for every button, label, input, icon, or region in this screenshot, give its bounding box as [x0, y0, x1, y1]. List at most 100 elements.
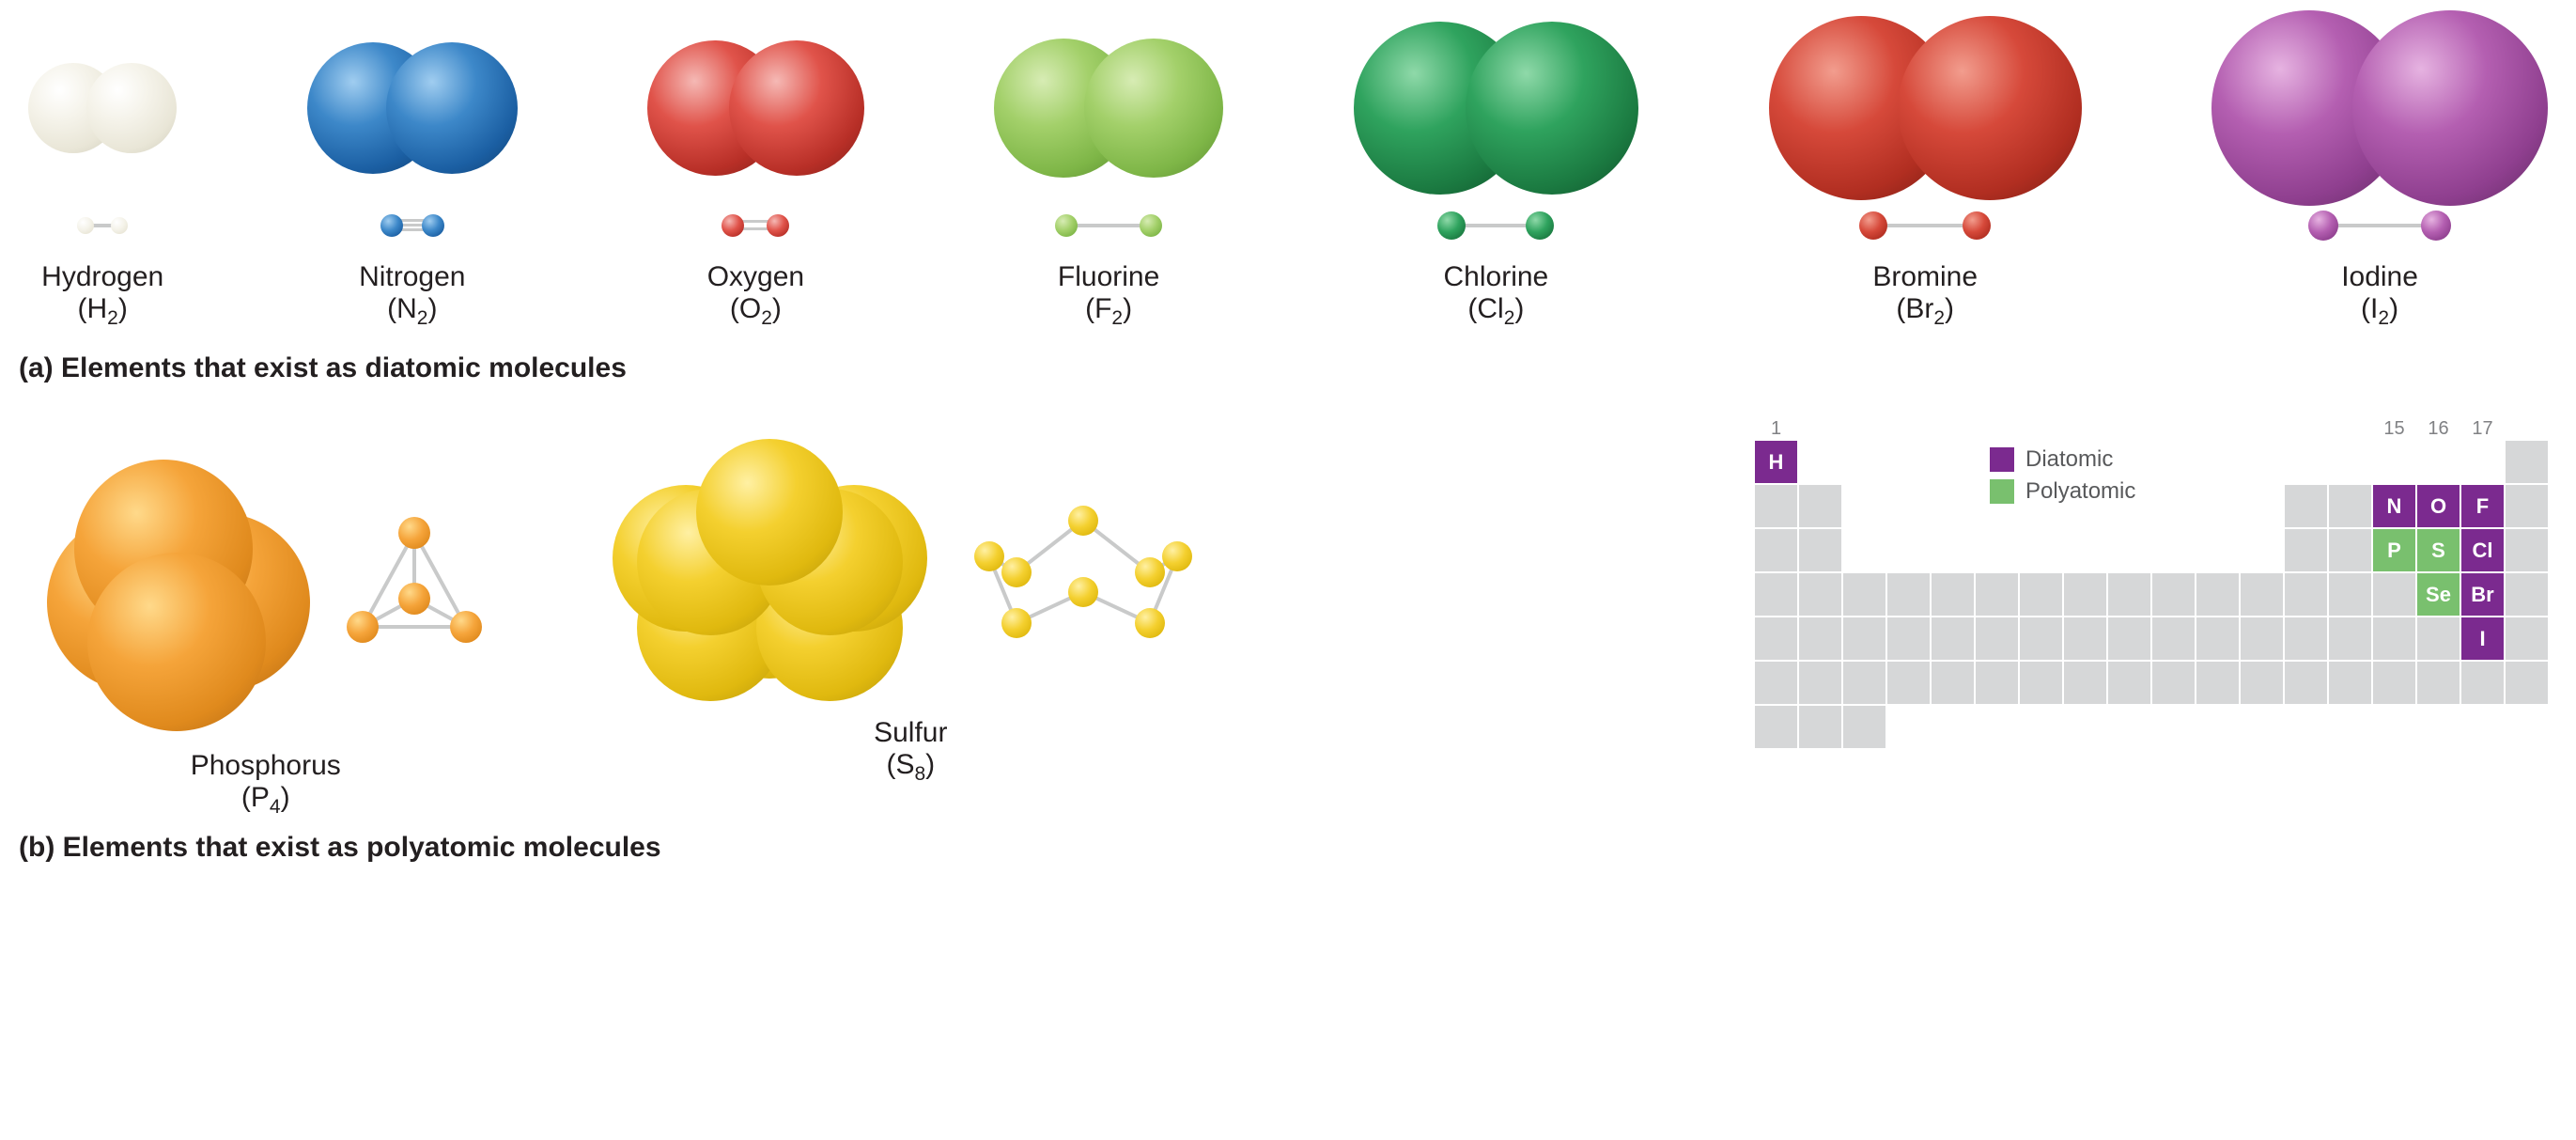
polyatomic-row: Phosphorus(P4) Sulfur(S8): [19, 384, 1205, 819]
pt-empty: [2285, 441, 2327, 483]
pt-empty: [1932, 529, 1974, 571]
pt-cell: [1755, 485, 1797, 527]
pt-cell: [2241, 573, 2283, 616]
element-name: Bromine: [1872, 261, 1978, 293]
pt-cell-p: P: [2373, 529, 2415, 571]
molecule-i: Iodine(I2): [2211, 19, 2548, 330]
ballstick-n: [380, 214, 444, 237]
ballstick-br: [1859, 211, 1991, 240]
spacefill-p4: [47, 460, 306, 727]
pt-empty: [1843, 529, 1885, 571]
diatomic-row: Hydrogen(H2)Nitrogen(N2)Oxygen(O2)Fluori…: [19, 19, 2557, 339]
pt-empty: [1887, 706, 1930, 748]
pt-cell: [1843, 617, 1885, 660]
spacefill-n: [307, 42, 518, 174]
swatch-polyatomic: [1990, 479, 2014, 504]
pt-cell: [2152, 573, 2195, 616]
element-name: Fluorine: [1058, 261, 1159, 293]
pt-col-num-16: 16: [2417, 418, 2460, 440]
pt-cell: [2373, 617, 2415, 660]
pt-empty: [2329, 706, 2371, 748]
pt-cell: [1755, 573, 1797, 616]
legend-diatomic-label: Diatomic: [2025, 446, 2113, 473]
legend-polyatomic-label: Polyatomic: [2025, 478, 2135, 505]
pt-cell: [2108, 617, 2150, 660]
pt-cell: [1976, 662, 2018, 704]
pt-cell: [2506, 573, 2548, 616]
pt-cell: [2285, 529, 2327, 571]
ballstick-i: [2308, 211, 2451, 241]
element-formula: (P4): [191, 782, 341, 819]
pt-cell: [1887, 617, 1930, 660]
pt-cell-s: S: [2417, 529, 2460, 571]
pt-empty: [2196, 441, 2239, 483]
pt-empty: [2417, 706, 2460, 748]
pt-cell-se: Se: [2417, 573, 2460, 616]
pt-empty: [1932, 706, 1974, 748]
pt-cell-br: Br: [2461, 573, 2504, 616]
pt-cell: [2506, 617, 2548, 660]
legend-diatomic: Diatomic: [1990, 446, 2135, 473]
molecule-o: Oxygen(O2): [647, 19, 863, 330]
pt-empty: [1976, 706, 2018, 748]
pt-cell: [2373, 573, 2415, 616]
pt-cell: [2417, 617, 2460, 660]
pt-cell: [2329, 485, 2371, 527]
pt-cell: [2064, 573, 2106, 616]
pt-empty: [2196, 529, 2239, 571]
pt-empty: [2020, 529, 2062, 571]
pt-cell-f: F: [2461, 485, 2504, 527]
pt-empty: [1799, 441, 1841, 483]
pt-empty: [2064, 706, 2106, 748]
element-name: Oxygen: [707, 261, 804, 293]
element-name: Iodine: [2341, 261, 2418, 293]
pt-col-num-1: 1: [1755, 418, 1797, 440]
pt-empty: [2461, 706, 2504, 748]
pt-cell: [2064, 617, 2106, 660]
pt-empty: [1843, 441, 1885, 483]
molecule-n: Nitrogen(N2): [307, 19, 518, 330]
element-formula: (Cl2): [1444, 293, 1549, 330]
pt-cell: [2329, 573, 2371, 616]
pt-empty: [2108, 706, 2150, 748]
pt-cell: [2329, 662, 2371, 704]
molecule-br: Bromine(Br2): [1769, 19, 2082, 330]
pt-empty: [2152, 485, 2195, 527]
pt-cell: [2417, 662, 2460, 704]
pt-empty: [2241, 441, 2283, 483]
element-name: Chlorine: [1444, 261, 1549, 293]
pt-cell: [2329, 529, 2371, 571]
pt-cell-o: O: [2417, 485, 2460, 527]
pt-cell: [1755, 529, 1797, 571]
pt-cell: [2285, 485, 2327, 527]
pt-empty: [2373, 441, 2415, 483]
spacefill-i: [2211, 10, 2548, 206]
pt-cell: [1755, 662, 1797, 704]
pt-empty: [2152, 529, 2195, 571]
ballstick-o: [722, 214, 789, 237]
periodic-table: 1151617 Diatomic Polyatomic HNOFPSClSeBr…: [1755, 441, 2548, 748]
pt-cell: [2152, 617, 2195, 660]
pt-cell-cl: Cl: [2461, 529, 2504, 571]
pt-cell: [2506, 485, 2548, 527]
element-name: Sulfur: [874, 717, 947, 749]
pt-cell: [1799, 485, 1841, 527]
element-name: Phosphorus: [191, 750, 341, 782]
pt-cell: [2196, 573, 2239, 616]
pt-cell: [2506, 441, 2548, 483]
swatch-diatomic: [1990, 447, 2014, 472]
pt-cell: [2373, 662, 2415, 704]
pt-empty: [1887, 441, 1930, 483]
legend-polyatomic: Polyatomic: [1990, 478, 2135, 505]
pt-cell: [2241, 662, 2283, 704]
pt-empty: [1843, 485, 1885, 527]
pt-empty: [2064, 529, 2106, 571]
pt-cell: [2285, 662, 2327, 704]
pt-cell: [2461, 662, 2504, 704]
element-name: Nitrogen: [359, 261, 465, 293]
pt-empty: [2196, 485, 2239, 527]
element-formula: (S8): [874, 749, 947, 786]
pt-empty: [1976, 529, 2018, 571]
pt-col-num-15: 15: [2373, 418, 2415, 440]
pt-empty: [2417, 441, 2460, 483]
